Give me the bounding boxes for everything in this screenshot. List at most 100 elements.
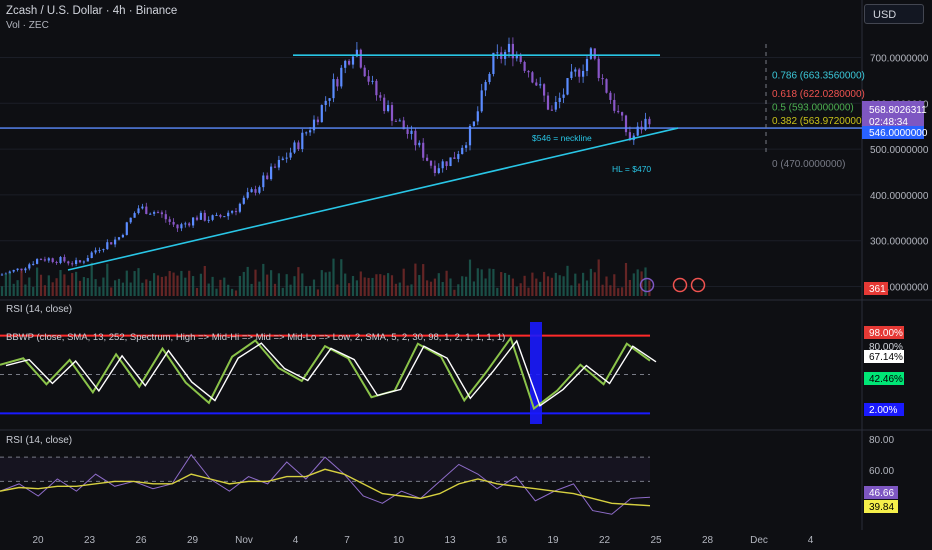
x-tick-label: Nov [235, 535, 253, 546]
candle-body [461, 147, 464, 155]
volume-bar [184, 277, 187, 296]
volume-bar [156, 275, 160, 296]
x-tick-label: 4 [808, 535, 814, 546]
volume-bar [644, 267, 647, 296]
candle-body [43, 259, 46, 261]
candle-body [71, 263, 74, 265]
candle-body [566, 78, 569, 95]
candle-body [605, 79, 608, 93]
candle-body [332, 79, 335, 99]
candle-body [106, 242, 109, 250]
volume-bar [496, 287, 499, 296]
x-tick-label: 4 [293, 535, 299, 546]
bbwp-low-highlight [530, 322, 542, 424]
rsi-tag-value: 60.00 [869, 466, 894, 477]
rsi-tag-value: 39.84 [869, 502, 894, 513]
bbwp-tag-value: 2.00% [869, 405, 897, 416]
fib-level-label: 0.618 (622.0280000) [772, 89, 865, 100]
candle-body [636, 126, 639, 136]
candle-body [164, 214, 167, 220]
volume-bar [457, 284, 460, 296]
volume-bar [153, 273, 156, 296]
volume-bar [390, 275, 394, 296]
volume-bar [192, 276, 195, 296]
rsi-tag [864, 464, 898, 477]
volume-bar [203, 265, 206, 296]
trendline [67, 127, 679, 271]
candle-body [219, 214, 222, 217]
volume-bar [0, 286, 4, 296]
neckline-price-value: 546.0000000 [869, 128, 928, 139]
volume-bar [355, 280, 358, 296]
candle-body [585, 58, 589, 71]
volume-bar [106, 263, 109, 296]
fib-level-label: 0 (470.0000000) [772, 159, 845, 170]
volume-bar [43, 285, 46, 296]
volume-bar [449, 278, 452, 296]
candle-body [340, 67, 343, 87]
volume-bar [90, 262, 93, 296]
volume-bar [336, 284, 339, 296]
candle-body [149, 213, 152, 215]
rsi-tag [864, 433, 898, 446]
candle-body [387, 105, 390, 112]
bbwp-tag [864, 372, 904, 385]
candle-body [211, 215, 214, 220]
bbwp-tag-value: 80.00% [869, 342, 903, 353]
volume-bar [488, 268, 491, 296]
candle-body [184, 223, 187, 225]
candle-body [488, 73, 491, 83]
candle-body [270, 166, 273, 180]
candle-body [192, 217, 195, 226]
volume-bar [28, 277, 31, 296]
volume-bar [585, 280, 589, 296]
candle-body [98, 250, 101, 252]
volume-bar [285, 274, 288, 296]
currency-selector[interactable]: USD [864, 4, 924, 24]
volume-bar [110, 287, 113, 296]
volume-bar [589, 268, 592, 296]
candle-body [371, 80, 374, 82]
y-tick-label: 300.0000000 [870, 237, 929, 248]
x-tick-label: 7 [344, 535, 350, 546]
candle-body [355, 49, 358, 57]
volume-bar [445, 270, 448, 296]
bbwp-tag-value: 67.14% [869, 352, 903, 363]
volume-bar [422, 264, 425, 296]
volume-bar [527, 287, 530, 296]
candle-body [180, 224, 183, 229]
candle-body [589, 48, 592, 59]
volume-bar [418, 275, 421, 296]
candle-body [160, 212, 163, 215]
volume-bar [605, 276, 608, 296]
candle-body [390, 105, 394, 121]
candle-body [63, 257, 66, 262]
candle-body [227, 212, 230, 217]
candle-body [336, 79, 339, 87]
candle-body [476, 111, 479, 122]
candle-body [20, 268, 23, 271]
volume-bar [484, 278, 487, 296]
volume-bar [149, 280, 152, 296]
volume-label: Vol · ZEC [6, 20, 49, 31]
candle-body [644, 118, 647, 130]
volume-bar [328, 271, 331, 296]
candle-body [648, 118, 651, 125]
volume-bar [429, 281, 433, 296]
volume-bar [86, 278, 89, 296]
candle-body [176, 224, 179, 229]
volume-bar [129, 282, 132, 296]
candle-body [570, 71, 573, 79]
volume-bar [55, 278, 58, 296]
candle-body [617, 110, 620, 113]
volume-bar [273, 283, 277, 296]
x-tick-label: 26 [135, 535, 147, 546]
volume-bar [515, 286, 518, 296]
candle-body [628, 132, 631, 141]
candle-body [507, 43, 511, 53]
candle-body [145, 206, 148, 214]
volume-bar [566, 265, 569, 296]
candle-body [67, 261, 70, 264]
bbwp-tag-value: 42.46% [869, 374, 903, 385]
volume-bar [164, 276, 167, 296]
